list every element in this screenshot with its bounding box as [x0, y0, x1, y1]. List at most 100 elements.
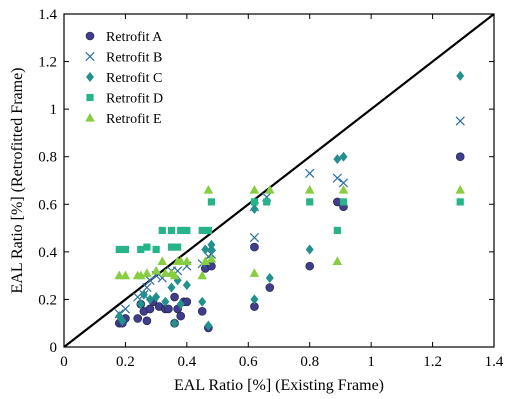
data-point	[152, 245, 160, 254]
data-point	[333, 154, 342, 165]
data-point	[139, 289, 148, 300]
legend-marker	[86, 72, 94, 82]
data-point	[197, 270, 208, 280]
data-point	[161, 296, 170, 307]
data-point	[160, 268, 171, 277]
x-tick-label: 0.4	[177, 354, 196, 370]
data-point	[264, 185, 275, 194]
data-point	[176, 299, 185, 310]
legend-marker	[85, 113, 95, 122]
data-point	[206, 253, 217, 263]
y-axis-label: EAL Ratio [%] (Retrofitted Frame)	[9, 68, 26, 294]
series-retrofit-c	[115, 70, 465, 331]
data-point	[204, 226, 212, 235]
data-point	[142, 316, 152, 326]
series-retrofit-a	[114, 152, 465, 333]
data-point	[332, 173, 342, 183]
legend-marker	[85, 51, 95, 62]
data-point	[174, 243, 182, 251]
data-point	[249, 185, 260, 194]
data-point	[201, 244, 210, 255]
data-point	[198, 296, 207, 307]
y-tick-label: 0.6	[38, 197, 57, 213]
legend: Retrofit A Retrofit B Retrofit C Retrofit D…	[85, 30, 163, 127]
data-point	[305, 168, 315, 178]
y-tick-label: 1.4	[38, 7, 57, 23]
data-point	[304, 185, 315, 194]
data-point	[158, 226, 166, 235]
x-tick-label: 0.6	[239, 354, 258, 370]
data-point	[204, 320, 213, 331]
data-point	[198, 226, 206, 235]
data-point	[142, 268, 152, 277]
data-point	[339, 151, 348, 162]
data-point	[455, 185, 466, 194]
x-tick-label: 0.8	[300, 354, 319, 370]
data-point	[170, 318, 179, 329]
data-point	[121, 245, 130, 254]
data-point	[249, 232, 260, 243]
data-point	[182, 297, 192, 307]
data-point	[114, 270, 125, 280]
data-point	[164, 304, 173, 314]
data-point	[136, 299, 145, 310]
x-axis-label: EAL Ratio [%] (Existing Frame)	[174, 377, 384, 394]
data-point	[250, 204, 259, 215]
data-point	[167, 226, 176, 235]
data-point	[305, 244, 314, 255]
data-point	[339, 198, 348, 206]
legend-item: Retrofit A	[85, 30, 163, 45]
x-tick-label: 1	[367, 354, 375, 370]
data-point	[456, 70, 465, 81]
data-point	[200, 256, 211, 265]
legend-item: Retrofit E	[85, 112, 162, 127]
data-point	[118, 315, 127, 326]
data-point	[250, 242, 259, 252]
y-tick-label: 1.2	[38, 55, 57, 71]
y-tick-label: 0.8	[38, 150, 57, 166]
data-point	[265, 283, 275, 292]
x-tick-label: 0.2	[116, 354, 135, 370]
data-point	[169, 270, 180, 280]
data-point	[207, 239, 216, 250]
data-point	[338, 178, 349, 188]
y-tick-label: 0	[50, 340, 58, 356]
legend-item: Retrofit C	[86, 71, 162, 86]
x-tick-label: 1.2	[423, 354, 442, 370]
data-point	[170, 292, 179, 302]
legend-label: Retrofit D	[106, 92, 163, 107]
legend-label: Retrofit E	[106, 112, 162, 127]
legend-label: Retrofit B	[106, 51, 162, 66]
data-point	[135, 270, 146, 280]
data-point	[250, 294, 259, 305]
x-tick-label: 1.4	[485, 354, 504, 370]
legend-item: Retrofit D	[86, 92, 163, 107]
plot-frame	[63, 13, 495, 348]
series-retrofit-b	[114, 116, 465, 319]
series-retrofit-d	[115, 198, 464, 254]
data-point	[176, 311, 186, 321]
data-point	[182, 256, 192, 265]
reference-line-1to1	[64, 14, 494, 347]
y-tick-label: 1	[50, 102, 58, 118]
data-point	[455, 152, 465, 162]
data-point	[120, 304, 131, 314]
data-point	[120, 270, 131, 280]
data-point	[306, 198, 314, 206]
data-point	[250, 198, 259, 206]
data-point	[456, 198, 464, 206]
data-point	[167, 282, 176, 293]
legend-label: Retrofit C	[106, 71, 162, 86]
data-point	[177, 226, 185, 235]
data-point	[332, 256, 343, 265]
legend-marker	[86, 93, 94, 102]
data-point	[151, 265, 161, 275]
legend-item: Retrofit B	[85, 51, 162, 66]
legend-label: Retrofit A	[106, 30, 163, 45]
x-tick-label: 0	[60, 354, 68, 370]
data-point	[133, 314, 143, 323]
y-tick-label: 0.2	[38, 292, 57, 308]
data-point	[455, 116, 465, 126]
data-point	[203, 185, 214, 194]
